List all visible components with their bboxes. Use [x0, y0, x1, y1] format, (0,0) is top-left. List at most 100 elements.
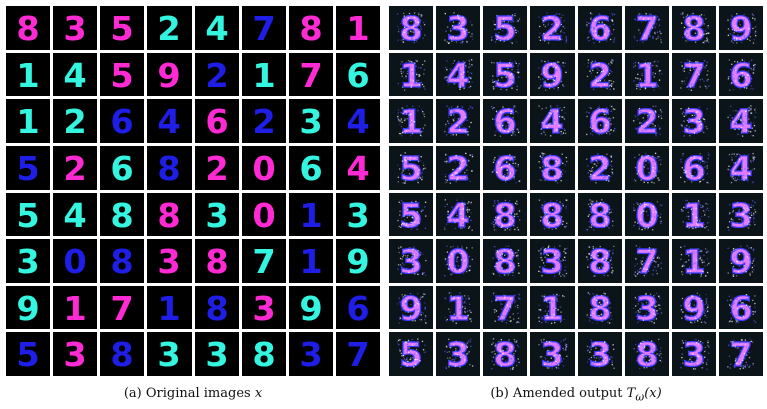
digit-tile: 1	[436, 285, 481, 330]
noise-speckles	[538, 59, 567, 91]
digit-tile: 2	[530, 6, 575, 50]
digit-image: 2	[632, 102, 662, 142]
digit-tile: 3	[624, 285, 669, 330]
digit-tile: 5	[6, 192, 51, 237]
digit-image: 3	[64, 336, 87, 375]
digit-tile: 7	[624, 6, 669, 50]
digit-image: 6	[205, 102, 228, 141]
digit-tile: 4	[194, 6, 239, 50]
digit-image: 3	[444, 9, 474, 49]
digit-glyph: 1	[252, 56, 275, 95]
digit-glyph: 4	[346, 149, 369, 188]
digit-glyph: 3	[346, 196, 369, 235]
digit-glyph: 8	[205, 242, 228, 281]
digit-glyph: 1	[447, 289, 470, 328]
digit-glyph: 5	[111, 9, 134, 48]
digit-tile: 6	[335, 285, 380, 330]
digit-glyph: 2	[252, 102, 275, 141]
digit-image: 1	[64, 289, 87, 328]
noise-speckles	[397, 292, 427, 324]
digit-tile: 9	[718, 6, 763, 50]
digit-glyph: 1	[682, 196, 705, 235]
caption-amended-arg: (x)	[644, 386, 662, 401]
digit-tile: 1	[671, 239, 716, 283]
digit-image: 8	[111, 336, 134, 375]
digit-glyph: 3	[158, 242, 181, 281]
digit-tile: 8	[483, 239, 528, 283]
digit-tile: 2	[577, 52, 622, 97]
digit-tile: 7	[288, 52, 333, 97]
digit-glyph: 6	[111, 149, 134, 188]
digit-tile: 8	[530, 145, 575, 190]
digit-image: 9	[727, 9, 757, 49]
digit-glyph: 3	[682, 102, 705, 141]
digit-tile: 7	[483, 285, 528, 330]
digit-glyph: 2	[158, 9, 181, 48]
digit-tile: 2	[53, 99, 98, 143]
digit-image: 6	[679, 148, 710, 189]
digit-image: 2	[444, 102, 474, 142]
digit-tile: 7	[671, 52, 716, 97]
digit-tile: 8	[147, 192, 192, 237]
digit-tile: 5	[483, 52, 528, 97]
digit-image: 4	[158, 102, 181, 141]
digit-image: 1	[16, 102, 39, 141]
digit-tile: 2	[147, 6, 192, 50]
digit-glyph: 1	[299, 242, 322, 281]
digit-image: 2	[585, 148, 614, 189]
digit-image: 8	[539, 195, 568, 235]
digit-tile: 3	[671, 332, 716, 376]
digit-image: 2	[205, 56, 228, 95]
noise-speckles	[397, 246, 427, 277]
digit-image: 7	[252, 9, 275, 48]
digit-image: 6	[491, 102, 520, 142]
digit-image: 1	[397, 55, 426, 95]
digit-glyph: 5	[111, 56, 134, 95]
digit-image: 6	[299, 149, 322, 188]
noise-speckles	[491, 292, 521, 324]
digit-image: 4	[538, 102, 567, 142]
digit-glyph: 2	[541, 9, 564, 48]
digit-tile: 8	[577, 285, 622, 330]
digit-glyph: 2	[205, 56, 228, 95]
digit-glyph: 7	[494, 289, 517, 328]
noise-speckles	[679, 245, 710, 277]
digit-glyph: 1	[158, 289, 181, 328]
noise-speckles	[586, 291, 612, 324]
digit-tile: 2	[241, 99, 286, 143]
digit-image: 3	[205, 336, 228, 375]
digit-image: 3	[346, 196, 369, 235]
digit-glyph: 8	[158, 149, 181, 188]
noise-speckles	[632, 105, 662, 137]
noise-speckles	[491, 59, 521, 91]
digit-glyph: 4	[64, 56, 87, 95]
noise-speckles	[397, 338, 427, 369]
digit-tile: 8	[577, 239, 622, 283]
digit-tile: 3	[436, 332, 481, 376]
noise-speckles	[680, 12, 710, 44]
digit-tile: 0	[241, 192, 286, 237]
digit-tile: 3	[241, 285, 286, 330]
digit-tile: 9	[288, 285, 333, 330]
digit-glyph: 3	[205, 196, 228, 235]
digit-image: 7	[633, 9, 662, 49]
digit-image: 3	[680, 335, 710, 375]
digit-image: 0	[252, 196, 275, 235]
digit-image: 5	[16, 149, 39, 188]
digit-glyph: 9	[399, 289, 422, 328]
digit-glyph: 3	[64, 336, 87, 375]
noise-speckles	[727, 152, 756, 184]
digit-tile: 3	[718, 192, 763, 237]
digit-tile: 8	[147, 145, 192, 190]
digit-image: 8	[491, 195, 521, 235]
noise-speckles	[397, 199, 427, 230]
digit-image: 3	[64, 9, 87, 48]
digit-tile: 7	[718, 332, 763, 376]
digit-tile: 3	[671, 99, 716, 143]
digit-image: 6	[111, 102, 134, 141]
caption-amended-label: (b) Amended output	[490, 386, 623, 401]
digit-image: 4	[205, 9, 228, 48]
digit-tile: 1	[389, 52, 434, 97]
noise-speckles	[397, 105, 426, 138]
